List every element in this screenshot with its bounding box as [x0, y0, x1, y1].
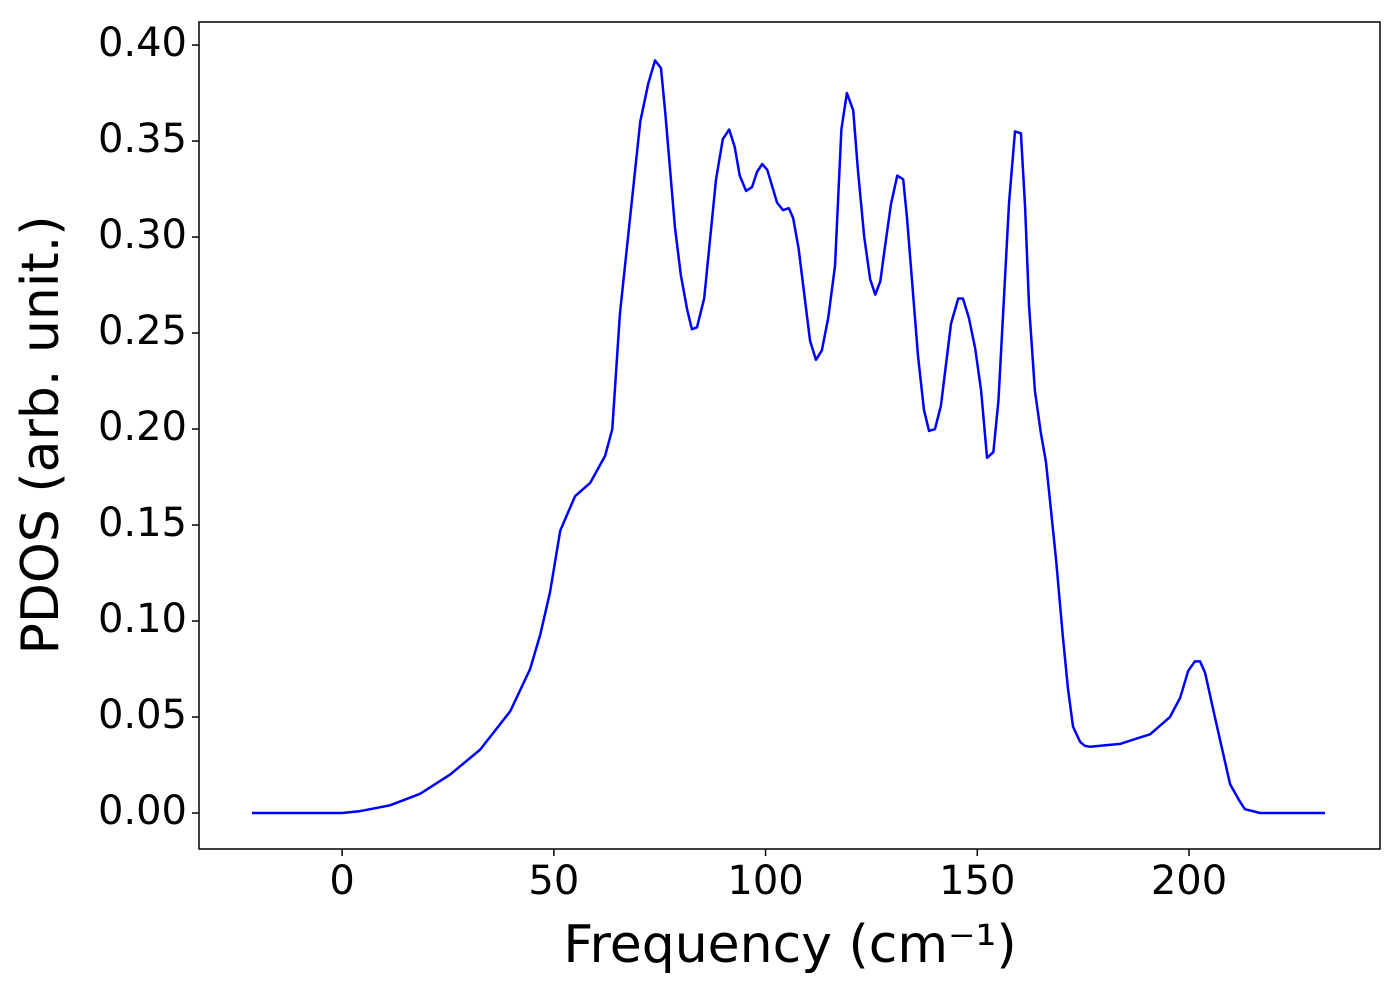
y-tick-label: 0.10	[98, 596, 187, 642]
y-tick-label: 0.20	[98, 404, 187, 450]
x-tick-label: 100	[727, 858, 803, 904]
y-tick-label: 0.35	[98, 116, 187, 162]
y-tick-label: 0.15	[98, 500, 187, 546]
y-tick-label: 0.00	[98, 788, 187, 834]
y-tick-label: 0.25	[98, 308, 187, 354]
x-tick-label: 50	[528, 858, 579, 904]
x-tick-label: 200	[1151, 858, 1227, 904]
x-axis-label: Frequency (cm⁻¹)	[563, 915, 1016, 975]
x-tick-label: 0	[329, 858, 354, 904]
y-axis-label: PDOS (arb. unit.)	[11, 215, 71, 654]
y-tick-label: 0.05	[98, 692, 187, 738]
plot-frame	[198, 21, 1381, 850]
data-line	[251, 59, 1325, 815]
y-tick-label: 0.30	[98, 212, 187, 258]
y-tick-label: 0.40	[98, 20, 187, 66]
x-tick-label: 150	[939, 858, 1015, 904]
